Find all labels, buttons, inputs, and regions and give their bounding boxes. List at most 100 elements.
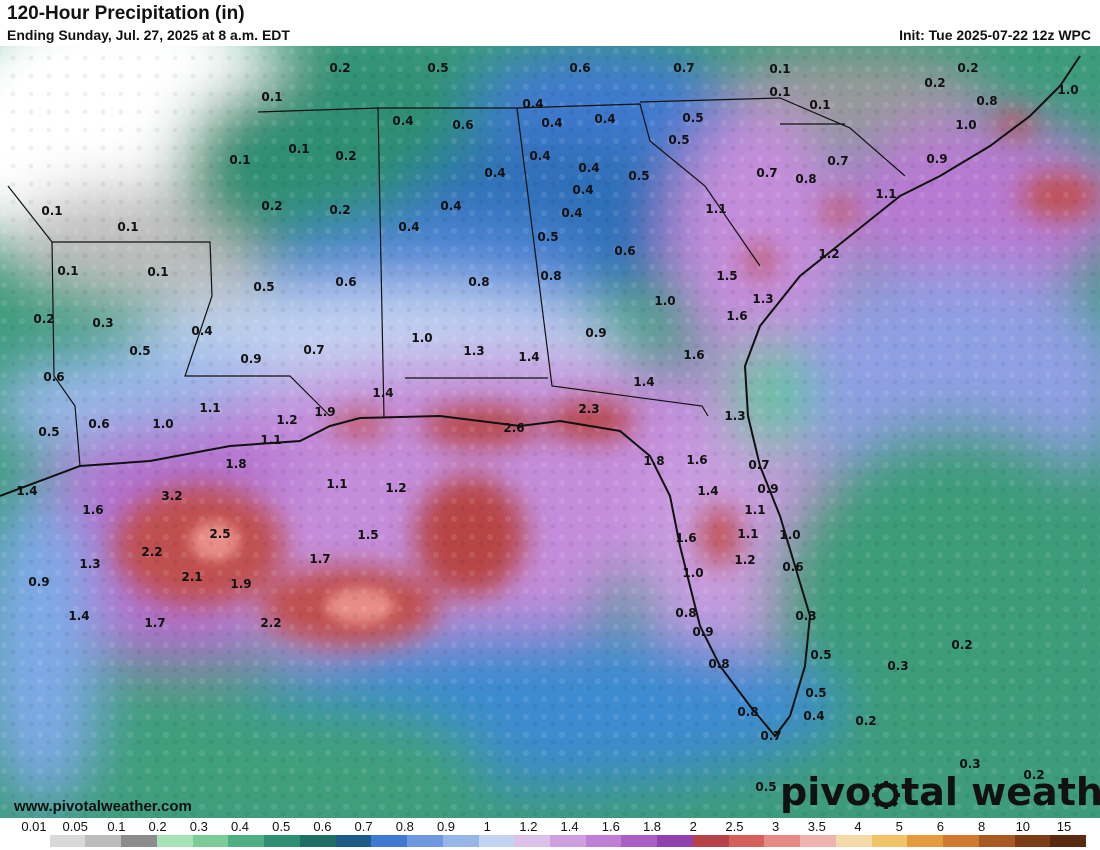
precip-value-label: 1.1: [744, 503, 765, 517]
precip-value-label: 0.5: [755, 780, 776, 794]
legend-swatch: [657, 835, 694, 847]
precip-value-label: 0.6: [452, 118, 473, 132]
precip-value-label: 0.4: [191, 324, 212, 338]
legend-swatch: [49, 835, 86, 847]
legend-swatch: [907, 835, 944, 847]
precip-value-label: 1.1: [875, 187, 896, 201]
legend-swatch: [621, 835, 658, 847]
legend-swatch: [299, 835, 337, 847]
precip-value-label: 0.1: [288, 142, 309, 156]
precip-value-label: 2.2: [141, 545, 162, 559]
precip-value-label: 0.7: [760, 729, 781, 743]
precip-value-label: 0.5: [810, 648, 831, 662]
legend-swatch: [1014, 835, 1051, 847]
legend-swatch: [192, 835, 229, 847]
precip-value-label: 1.2: [818, 247, 839, 261]
precip-value-label: 0.1: [41, 204, 62, 218]
precip-value-label: 1.3: [79, 557, 100, 571]
precip-value-label: 0.1: [261, 90, 282, 104]
valid-time: Ending Sunday, Jul. 27, 2025 at 8 a.m. E…: [7, 27, 290, 43]
precip-value-label: 0.2: [951, 638, 972, 652]
precip-value-label: 1.2: [734, 553, 755, 567]
precip-value-label: 1.9: [230, 577, 251, 591]
precip-value-label: 1.6: [82, 503, 103, 517]
legend-swatch: [228, 835, 265, 847]
precip-value-label: 1.0: [654, 294, 675, 308]
precip-value-label: 1.0: [152, 417, 173, 431]
legend-tick-label: 15: [1056, 819, 1072, 834]
precip-value-label: 0.2: [261, 199, 282, 213]
precip-value-label: 0.4: [522, 97, 543, 111]
precip-value-label: 1.4: [697, 484, 718, 498]
precip-value-label: 0.5: [805, 686, 826, 700]
legend-tick-label: 4: [854, 819, 862, 834]
precip-value-label: 1.5: [357, 528, 378, 542]
precip-value-label: 0.2: [957, 61, 978, 75]
precip-value-label: 1.8: [225, 457, 246, 471]
legend-swatch: [335, 835, 372, 847]
precip-value-label: 0.6: [43, 370, 64, 384]
precip-value-label: 0.5: [537, 230, 558, 244]
precip-value-label: 0.1: [769, 62, 790, 76]
legend-tick-label: 5: [895, 819, 903, 834]
legend-swatch: [407, 835, 444, 847]
map-canvas: 0.2 0.5 0.6 0.7 0.1 0.2 0.2 0.1 0.1 0.4 0.1 0.8 1.0 0…: [0, 46, 1100, 818]
precip-value-label: 0.4: [578, 161, 599, 175]
legend-tick-label: 1: [483, 819, 491, 834]
precip-value-label: 0.3: [795, 609, 816, 623]
value-labels: 0.2 0.5 0.6 0.7 0.1 0.2 0.2 0.1 0.1 0.4 0.1 0.8 1.0 0…: [16, 61, 1078, 794]
precip-value-label: 1.8: [643, 454, 664, 468]
precip-value-label: 0.2: [1023, 768, 1044, 782]
precip-value-label: 0.4: [803, 709, 824, 723]
legend-swatch: [1050, 835, 1087, 847]
precip-value-label: 0.1: [147, 265, 168, 279]
precip-value-label: 1.1: [260, 433, 281, 447]
precip-value-label: 1.6: [683, 348, 704, 362]
legend-swatch: [764, 835, 801, 847]
precip-value-label: 0.2: [855, 714, 876, 728]
precip-value-label: 1.1: [199, 401, 220, 415]
legend-swatch: [835, 835, 873, 847]
precip-value-label: 0.4: [594, 112, 615, 126]
precip-value-label: 0.5: [668, 133, 689, 147]
precip-value-label: 1.2: [385, 481, 406, 495]
precip-value-label: 0.8: [675, 606, 696, 620]
legend-swatch: [728, 835, 765, 847]
legend-swatch: [585, 835, 622, 847]
legend-swatch: [121, 835, 158, 847]
state-borders: [7, 97, 906, 467]
precip-value-label: 0.7: [673, 61, 694, 75]
legend-tick-label: 0.2: [148, 819, 167, 834]
precip-value-label: 0.4: [484, 166, 505, 180]
precip-value-label: 0.1: [229, 153, 250, 167]
brand-text-left: pivo: [780, 770, 872, 814]
legend-swatch: [978, 835, 1016, 847]
precip-value-label: 0.5: [38, 425, 59, 439]
precip-value-label: 0.6: [88, 417, 109, 431]
precip-value-label: 1.0: [955, 118, 976, 132]
precip-value-label: 0.7: [303, 343, 324, 357]
legend-swatch: [514, 835, 551, 847]
legend-tick-label: 0.5: [272, 819, 291, 834]
legend-tick-label: 1.6: [601, 819, 620, 834]
precip-value-label: 1.7: [144, 616, 165, 630]
precip-value-label: 0.9: [757, 482, 778, 496]
precip-value-label: 1.9: [314, 405, 335, 419]
precip-value-label: 1.2: [276, 413, 297, 427]
precip-value-label: 0.3: [92, 316, 113, 330]
precip-value-label: 1.4: [518, 350, 539, 364]
legend-tick-label: 0.1: [107, 819, 126, 834]
precip-value-label: 2.3: [578, 402, 599, 416]
legend-tick-label: 0.4: [230, 819, 250, 834]
precip-value-label: 0.8: [795, 172, 816, 186]
precip-value-label: 0.5: [628, 169, 649, 183]
texture: [0, 46, 1100, 818]
legend-tick-label: 3.5: [807, 819, 826, 834]
precip-value-label: 1.0: [779, 528, 800, 542]
precip-value-label: 0.1: [57, 264, 78, 278]
legend-swatch: [85, 835, 122, 847]
legend-tick-label: 1.4: [560, 819, 579, 834]
precip-value-label: 0.9: [240, 352, 261, 366]
precip-value-label: 0.9: [28, 575, 49, 589]
precip-value-label: 0.9: [926, 152, 947, 166]
